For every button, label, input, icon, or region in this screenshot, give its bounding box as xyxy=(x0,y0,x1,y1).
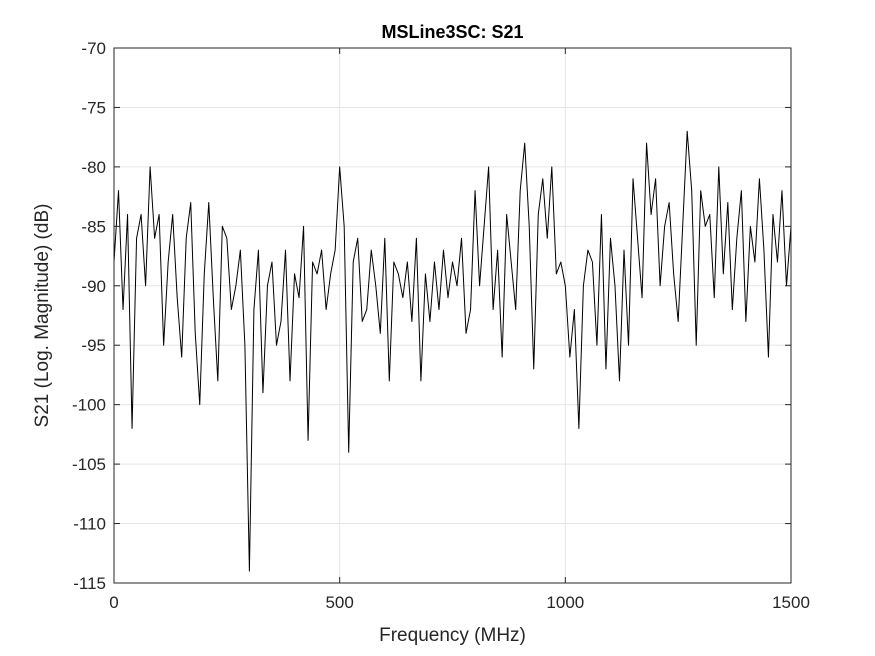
x-axis-label: Frequency (MHz) xyxy=(379,625,526,646)
series-layer xyxy=(113,130,792,572)
y-tick-label: -90 xyxy=(81,277,106,296)
y-tick-label: -75 xyxy=(81,98,106,117)
x-tick-label: 500 xyxy=(325,593,353,612)
y-tick-label: -85 xyxy=(81,217,106,236)
y-tick-label: -80 xyxy=(81,158,106,177)
y-tick-label: -110 xyxy=(73,515,106,534)
x-tick-label: 1500 xyxy=(772,593,810,612)
y-tick-label: -115 xyxy=(73,574,106,593)
y-tick-label: -70 xyxy=(81,39,106,58)
y-axis-ticks: -70 -75 -80 -85 -90 -95 -100 -105 -110 -115 xyxy=(72,39,791,593)
plot-area xyxy=(114,48,791,583)
y-tick-label: -95 xyxy=(81,336,106,355)
x-tick-label: 1000 xyxy=(546,593,584,612)
y-tick-label: -105 xyxy=(72,455,106,474)
x-tick-label: 0 xyxy=(109,593,118,612)
chart-title: MSLine3SC: S21 xyxy=(381,22,523,42)
x-axis-ticks: 0 500 1000 1500 xyxy=(109,48,810,612)
y-tick-label: -100 xyxy=(72,396,106,415)
series-line xyxy=(113,130,792,572)
plot-frame xyxy=(113,47,792,584)
y-axis-label: S21 (Log. Magnitude) (dB) xyxy=(32,204,53,428)
